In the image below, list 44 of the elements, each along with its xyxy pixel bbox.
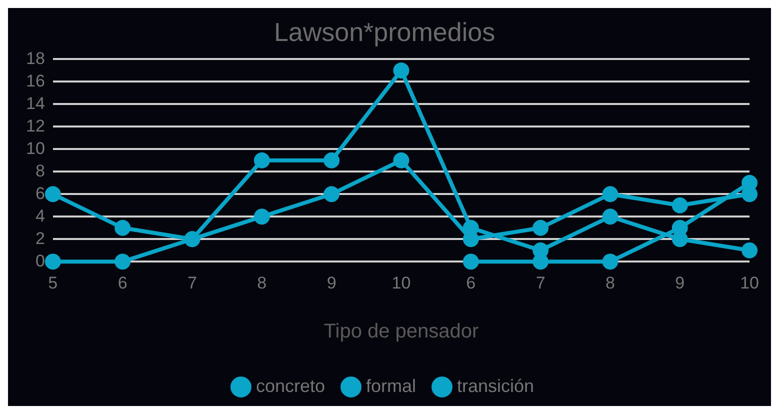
point — [393, 152, 410, 168]
point — [602, 186, 618, 202]
x-tick-label: 8 — [605, 273, 615, 292]
x-axis-title: Tipo de pensador — [324, 320, 480, 343]
y-tick-label: 14 — [26, 94, 45, 113]
point — [324, 186, 340, 202]
x-tick-label: 8 — [257, 273, 267, 292]
point — [324, 152, 340, 168]
y-tick-label: 4 — [35, 206, 45, 226]
x-tick-label: 5 — [48, 273, 58, 292]
point — [602, 208, 618, 225]
legend-label: formal — [366, 376, 416, 396]
y-tick-label: 0 — [35, 251, 45, 270]
point — [393, 62, 410, 78]
point — [254, 152, 270, 168]
x-tick-label: 9 — [326, 273, 336, 292]
point — [532, 220, 549, 236]
x-tick-label: 7 — [188, 273, 197, 292]
y-tick-label: 2 — [35, 228, 45, 248]
point — [44, 254, 61, 270]
x-tick-label: 6 — [118, 273, 128, 292]
x-tick-label: 9 — [675, 273, 685, 292]
x-tick-label: 7 — [536, 273, 546, 292]
point — [742, 242, 758, 258]
y-tick-label: 18 — [26, 48, 45, 68]
x-tick-label: 10 — [740, 273, 760, 292]
x-tick-label: 6 — [466, 273, 476, 292]
y-tick-label: 16 — [26, 71, 45, 90]
x-tick-label: 10 — [392, 273, 411, 292]
point — [462, 254, 479, 270]
point — [254, 208, 270, 225]
y-tick-label: 10 — [26, 138, 45, 158]
point — [44, 186, 61, 202]
legend-label: concreto — [256, 376, 326, 396]
y-tick-label: 6 — [35, 184, 45, 203]
legend-label: transición — [457, 376, 534, 396]
point — [602, 254, 618, 270]
y-tick-label: 8 — [35, 161, 45, 180]
point — [114, 220, 131, 236]
chart-title: Lawson*promedios — [274, 16, 496, 47]
y-tick-label: 12 — [26, 116, 45, 136]
point — [184, 231, 200, 248]
point — [114, 254, 131, 270]
point — [672, 197, 688, 214]
